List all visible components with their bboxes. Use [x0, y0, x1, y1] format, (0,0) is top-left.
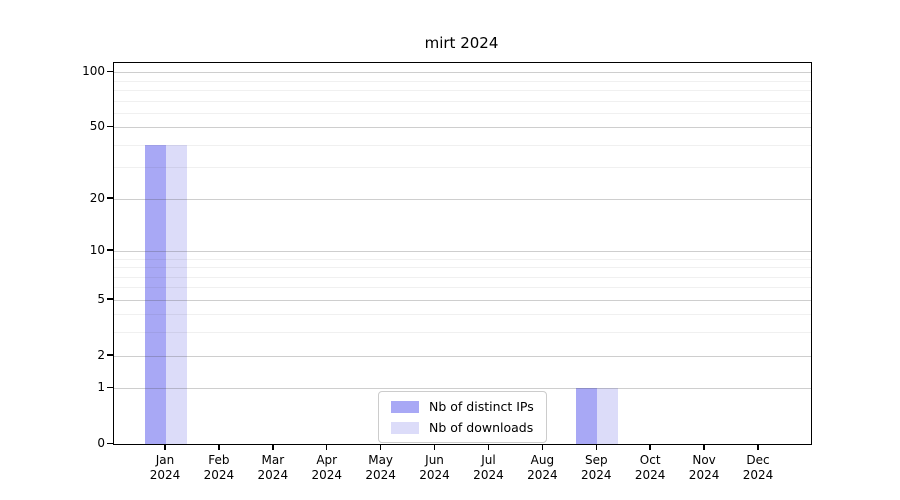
- chart-title: mirt 2024: [424, 34, 499, 52]
- gridline-minor-60: [114, 112, 811, 114]
- y-tick-mark-0: [107, 442, 113, 444]
- x-tick-mark-jul: [487, 444, 490, 450]
- y-tick-label-1: 1: [97, 380, 105, 395]
- x-tick-mark-nov: [703, 444, 705, 450]
- gridline-minor-4: [114, 314, 811, 316]
- y-tick-label-10: 10: [89, 242, 105, 257]
- y-tick-mark-50: [107, 125, 113, 128]
- x-tick-mark-feb: [218, 444, 220, 450]
- y-tick-label-100: 100: [82, 64, 105, 79]
- x-tick-label-jan: Jan 2024: [150, 453, 181, 483]
- x-tick-mark-sep: [595, 444, 598, 450]
- x-tick-month: Jun: [425, 453, 444, 467]
- y-tick-label-5: 5: [97, 291, 105, 306]
- gridline-major-2: [114, 355, 811, 357]
- x-tick-year: 2024: [257, 468, 289, 482]
- x-tick-month: Oct: [639, 453, 661, 467]
- legend-item-downloads: Nb of downloads: [391, 420, 534, 435]
- x-tick-month: May: [368, 453, 394, 467]
- x-tick-label-apr: Apr 2024: [311, 453, 342, 483]
- x-tick-year: 2024: [203, 468, 235, 482]
- x-tick-year: 2024: [365, 468, 396, 482]
- gridline-minor-30: [114, 167, 811, 169]
- y-tick-mark-100: [107, 70, 113, 73]
- x-tick-label-sep: Sep 2024: [581, 453, 612, 483]
- x-tick-mark-jan: [164, 444, 166, 450]
- gridline-minor-80: [114, 90, 811, 92]
- gridline-minor-40: [114, 144, 811, 146]
- bar-nb-of-downloads-jan: [166, 144, 187, 444]
- x-tick-year: 2024: [311, 468, 342, 482]
- y-tick-label-50: 50: [89, 119, 105, 134]
- x-tick-label-mar: Mar 2024: [258, 453, 289, 483]
- gridline-major-20: [114, 198, 811, 200]
- y-tick-label-2: 2: [97, 347, 105, 362]
- x-tick-mark-may: [379, 444, 382, 450]
- x-tick-mark-oct: [649, 444, 651, 450]
- x-tick-label-may: May 2024: [365, 453, 396, 483]
- legend-swatch-distinct-ips: [391, 400, 419, 413]
- x-tick-month: Jul: [481, 453, 496, 467]
- x-tick-mark-dec: [757, 444, 759, 450]
- y-tick-mark-2: [107, 354, 113, 356]
- x-tick-label-feb: Feb 2024: [204, 453, 235, 483]
- x-tick-year: 2024: [580, 468, 612, 482]
- x-tick-month: Nov: [692, 453, 716, 467]
- x-tick-year: 2024: [688, 468, 720, 482]
- legend-label-distinct-ips: Nb of distinct IPs: [429, 399, 534, 414]
- x-tick-label-oct: Oct 2024: [635, 453, 666, 483]
- x-tick-year: 2024: [473, 468, 504, 482]
- x-tick-mark-mar: [272, 444, 274, 450]
- gridline-major-1: [114, 388, 811, 390]
- gridline-minor-90: [114, 80, 811, 82]
- gridline-minor-70: [114, 100, 811, 102]
- x-tick-mark-aug: [541, 444, 544, 450]
- bar-nb-of-downloads-sep: [597, 388, 619, 444]
- x-tick-month: Jan: [155, 453, 175, 467]
- x-tick-month: Dec: [746, 453, 770, 467]
- x-tick-year: 2024: [742, 468, 774, 482]
- legend-label-downloads: Nb of downloads: [429, 420, 534, 435]
- y-tick-mark-20: [107, 197, 113, 199]
- x-tick-year: 2024: [634, 468, 666, 482]
- gridline-minor-8: [114, 267, 811, 268]
- y-tick-mark-5: [107, 298, 113, 300]
- legend: Nb of distinct IPs Nb of downloads: [378, 391, 547, 443]
- x-tick-label-dec: Dec 2024: [743, 453, 774, 483]
- gridline-major-100: [114, 72, 811, 74]
- legend-swatch-downloads: [391, 421, 419, 434]
- x-tick-label-aug: Aug 2024: [527, 453, 558, 483]
- x-tick-year: 2024: [527, 468, 558, 482]
- y-tick-label-0: 0: [97, 436, 105, 450]
- x-tick-year: 2024: [149, 468, 181, 482]
- gridline-minor-3: [114, 332, 811, 334]
- x-tick-month: Apr: [316, 453, 338, 467]
- bar-nb-of-distinct-ips-jan: [145, 144, 166, 444]
- gridline-major-50: [114, 127, 811, 129]
- gridline-minor-6: [114, 287, 811, 289]
- gridline-major-10: [114, 250, 811, 252]
- x-tick-label-jun: Jun 2024: [419, 453, 450, 483]
- x-tick-month: Sep: [584, 453, 608, 467]
- x-tick-month: Mar: [261, 453, 285, 467]
- y-tick-mark-10: [107, 249, 113, 251]
- x-tick-year: 2024: [419, 468, 450, 482]
- gridline-minor-9: [114, 258, 811, 260]
- legend-item-distinct-ips: Nb of distinct IPs: [391, 399, 534, 414]
- gridline-minor-7: [114, 276, 811, 278]
- x-tick-month: Feb: [208, 453, 230, 467]
- x-tick-label-nov: Nov 2024: [689, 453, 720, 483]
- x-tick-label-jul: Jul 2024: [473, 453, 504, 483]
- x-tick-month: Aug: [530, 453, 555, 467]
- x-tick-mark-jun: [433, 444, 436, 450]
- bar-nb-of-distinct-ips-sep: [576, 388, 598, 444]
- x-tick-mark-apr: [325, 444, 328, 450]
- plot-area: Nb of distinct IPs Nb of downloads: [113, 62, 812, 445]
- y-tick-label-20: 20: [89, 190, 105, 205]
- y-tick-mark-1: [107, 386, 113, 389]
- gridline-major-5: [114, 299, 811, 301]
